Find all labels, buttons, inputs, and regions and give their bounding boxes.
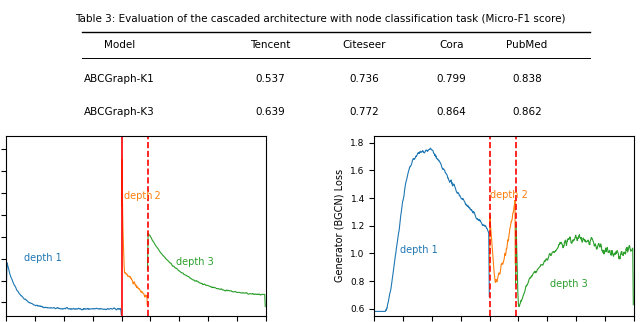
Text: 0.838: 0.838	[512, 74, 542, 84]
Text: Cora: Cora	[440, 40, 464, 51]
Text: depth 2: depth 2	[490, 190, 528, 200]
Text: Model: Model	[104, 40, 135, 51]
Text: depth 1: depth 1	[401, 245, 438, 255]
Text: depth 2: depth 2	[124, 192, 161, 202]
Y-axis label: Generator (BGCN) Loss: Generator (BGCN) Loss	[335, 169, 345, 282]
Text: ABCGraph-K3: ABCGraph-K3	[84, 108, 155, 118]
Text: PubMed: PubMed	[506, 40, 548, 51]
Text: Table 3: Evaluation of the cascaded architecture with node classification task (: Table 3: Evaluation of the cascaded arch…	[75, 13, 565, 23]
Text: 0.772: 0.772	[349, 108, 379, 118]
Text: 0.736: 0.736	[349, 74, 379, 84]
Text: 0.862: 0.862	[512, 108, 542, 118]
Text: Citeseer: Citeseer	[342, 40, 386, 51]
Text: Tencent: Tencent	[250, 40, 290, 51]
Text: depth 3: depth 3	[176, 257, 214, 267]
Text: depth 3: depth 3	[550, 279, 588, 289]
Text: depth 1: depth 1	[24, 253, 61, 263]
Text: 0.537: 0.537	[255, 74, 285, 84]
Text: 0.864: 0.864	[437, 108, 467, 118]
Text: ABCGraph-K1: ABCGraph-K1	[84, 74, 155, 84]
Text: 0.799: 0.799	[437, 74, 467, 84]
Text: 0.639: 0.639	[255, 108, 285, 118]
